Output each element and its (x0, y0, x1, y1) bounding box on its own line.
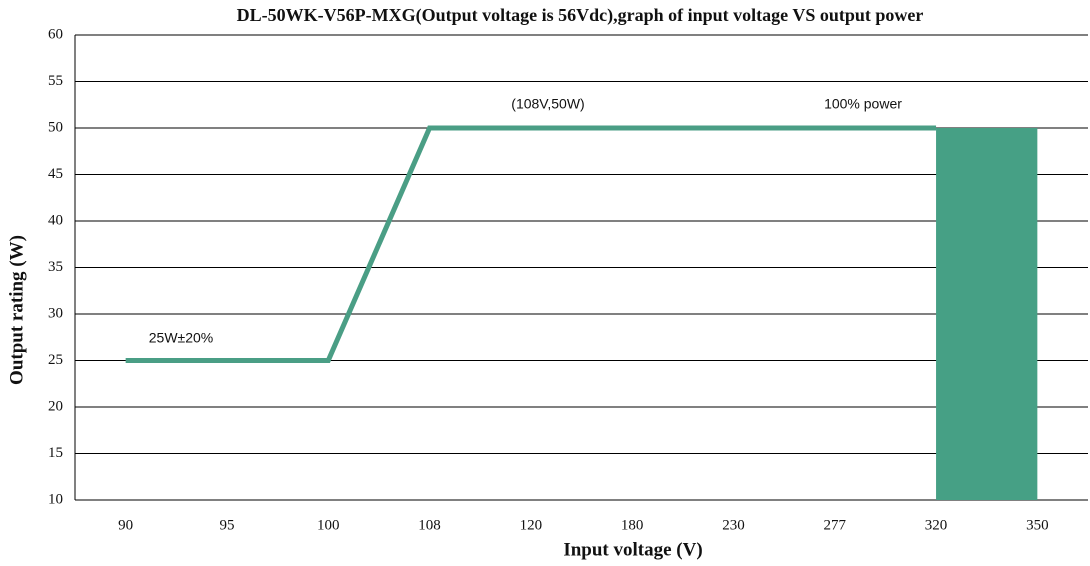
annotation: 100% power (824, 96, 902, 112)
y-tick-label: 20 (48, 398, 63, 414)
x-tick-label: 108 (418, 517, 441, 533)
line (125, 125, 937, 363)
x-tick-label: 230 (722, 517, 745, 533)
x-tick-label: 350 (1026, 517, 1049, 533)
y-tick-label: 40 (48, 212, 63, 228)
y-tick-label: 25 (48, 352, 63, 368)
y-tick-label: 45 (48, 166, 63, 182)
y-tick-label: 15 (48, 445, 63, 461)
x-tick-label: 90 (118, 517, 133, 533)
y-axis-label: Output rating (W) (6, 235, 27, 385)
x-tick-label: 180 (621, 517, 644, 533)
y-tick-label: 35 (48, 259, 63, 275)
x-tick-label: 320 (925, 517, 948, 533)
x-tick-label: 277 (824, 517, 847, 533)
annotation: 25W±20% (149, 330, 214, 346)
x-axis-label: Input voltage (V) (563, 539, 702, 560)
y-tick-label: 50 (48, 119, 63, 135)
x-tick-label: 95 (219, 517, 234, 533)
annotation: (108V,50W) (511, 96, 584, 112)
y-tick-label: 30 (48, 305, 63, 321)
x-tick-label: 100 (317, 517, 340, 533)
y-tick-label: 10 (48, 491, 63, 507)
y-tick-label: 55 (48, 73, 63, 89)
chart-title: DL-50WK-V56P-MXG(Output voltage is 56Vdc… (237, 5, 924, 26)
y-tick-label: 60 (48, 26, 63, 42)
area (936, 128, 1038, 500)
x-tick-label: 120 (520, 517, 543, 533)
